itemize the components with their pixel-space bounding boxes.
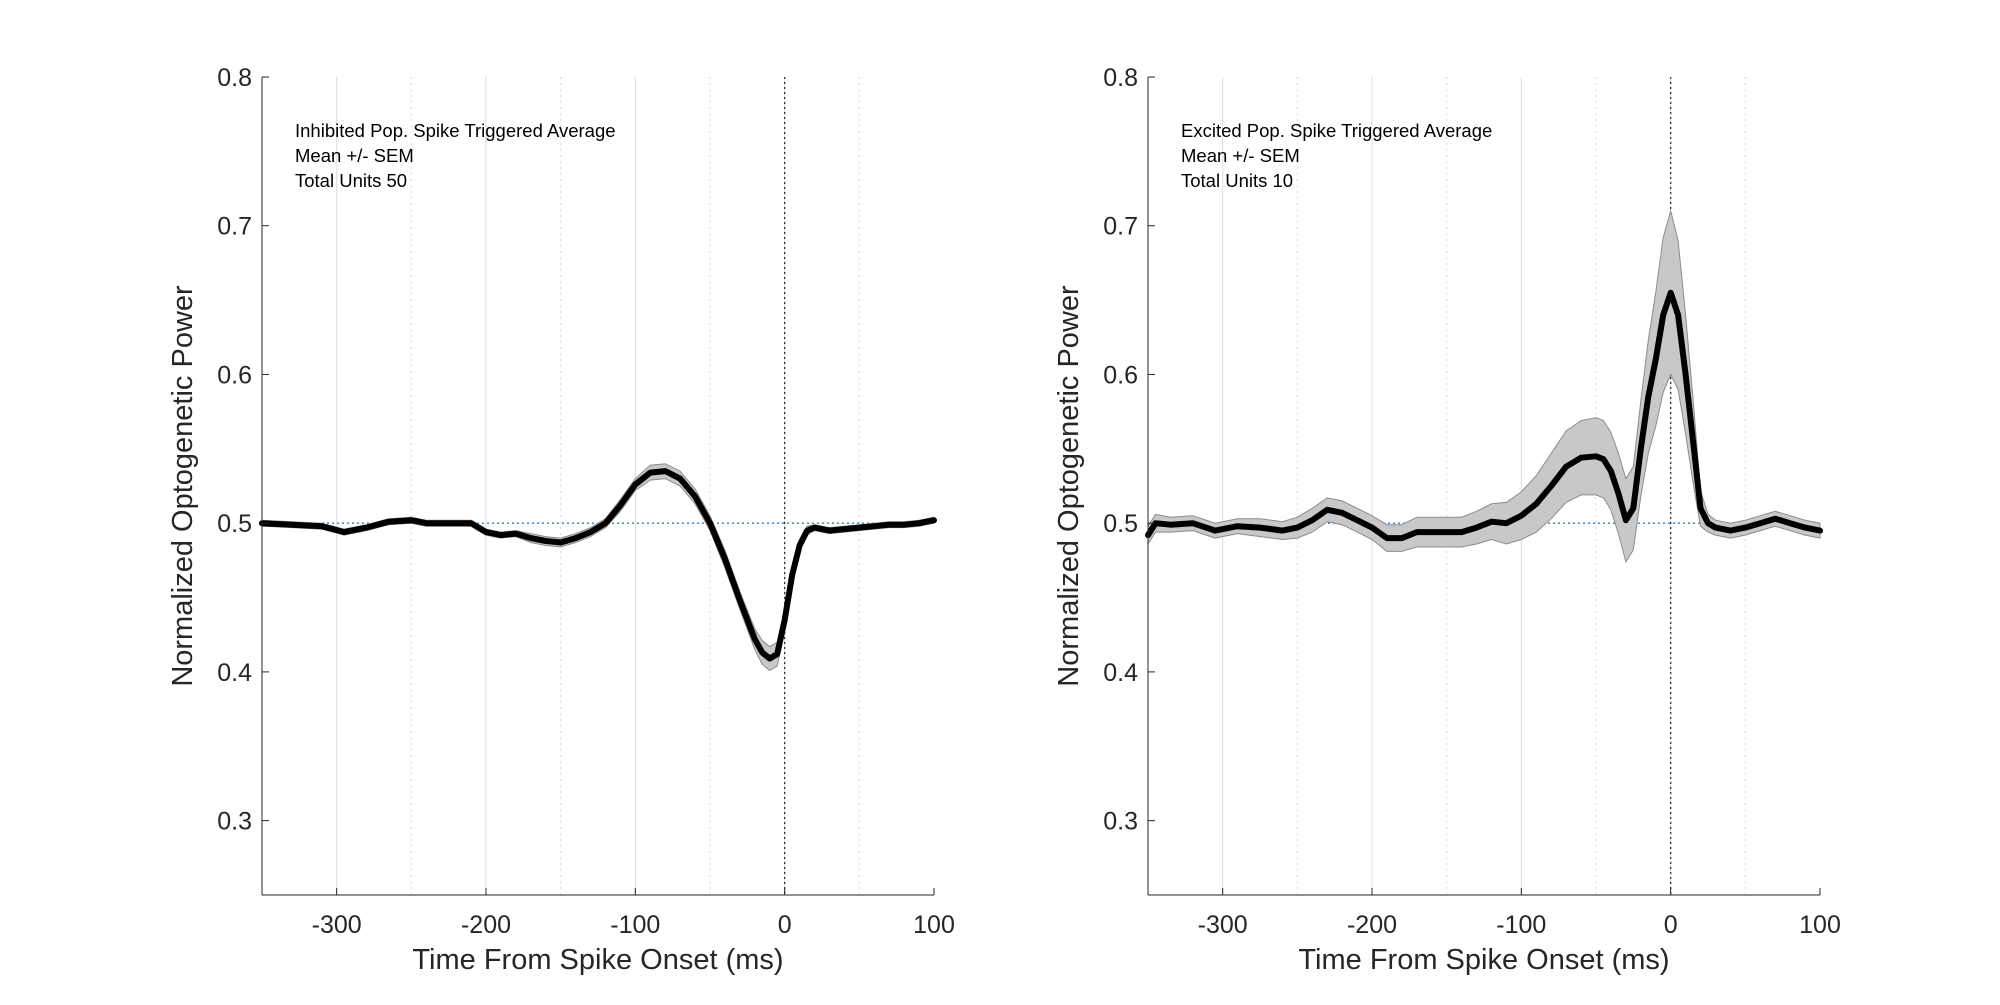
y-tick-label: 0.8 — [217, 64, 252, 92]
x-tick-label: -200 — [1347, 911, 1397, 939]
y-tick-label: 0.3 — [1103, 808, 1138, 836]
y-axis-title: Normalized Optogenetic Power — [1053, 285, 1085, 687]
x-tick-label: -300 — [1198, 911, 1248, 939]
x-tick-label: -200 — [461, 911, 511, 939]
y-tick-label: 0.7 — [1103, 213, 1138, 241]
x-tick-label: 0 — [1664, 911, 1678, 939]
y-tick-label: 0.6 — [217, 361, 252, 389]
annotation-line: Total Units 50 — [295, 170, 407, 191]
y-tick-label: 0.8 — [1103, 64, 1138, 92]
y-tick-label: 0.7 — [217, 213, 252, 241]
x-tick-label: -100 — [610, 911, 660, 939]
y-tick-label: 0.5 — [1103, 510, 1138, 538]
y-tick-label: 0.4 — [1103, 659, 1138, 687]
x-tick-label: 0 — [778, 911, 792, 939]
chart-2: -300 -200 -100 0 100 0.3 0.4 0.5 0.6 0.7 0.8 Time F… — [1053, 64, 1841, 976]
mean-line — [1145, 289, 1823, 542]
mean-line — [259, 468, 937, 662]
y-tick-label: 0.5 — [217, 510, 252, 538]
chart-1: -300 -200 -100 0 100 0.3 0.4 0.5 0.6 0.7 0.8 Time F… — [167, 64, 955, 976]
annotation-line: Mean +/- SEM — [295, 145, 414, 166]
sem-band — [1147, 208, 1821, 564]
sem-band — [261, 463, 935, 672]
annotation-line: Total Units 10 — [1181, 170, 1293, 191]
y-tick-label: 0.4 — [217, 659, 252, 687]
x-tick-label: -100 — [1496, 911, 1546, 939]
x-tick-label: 100 — [913, 911, 955, 939]
annotation-line: Excited Pop. Spike Triggered Average — [1181, 120, 1492, 141]
x-tick-label: 100 — [1799, 911, 1841, 939]
x-axis-title: Time From Spike Onset (ms) — [412, 944, 783, 976]
y-tick-label: 0.3 — [217, 808, 252, 836]
y-tick-label: 0.6 — [1103, 361, 1138, 389]
annotation-line: Mean +/- SEM — [1181, 145, 1300, 166]
x-tick-label: -300 — [312, 911, 362, 939]
y-axis-title: Normalized Optogenetic Power — [167, 285, 199, 687]
x-axis-title: Time From Spike Onset (ms) — [1298, 944, 1669, 976]
annotation-line: Inhibited Pop. Spike Triggered Average — [295, 120, 616, 141]
